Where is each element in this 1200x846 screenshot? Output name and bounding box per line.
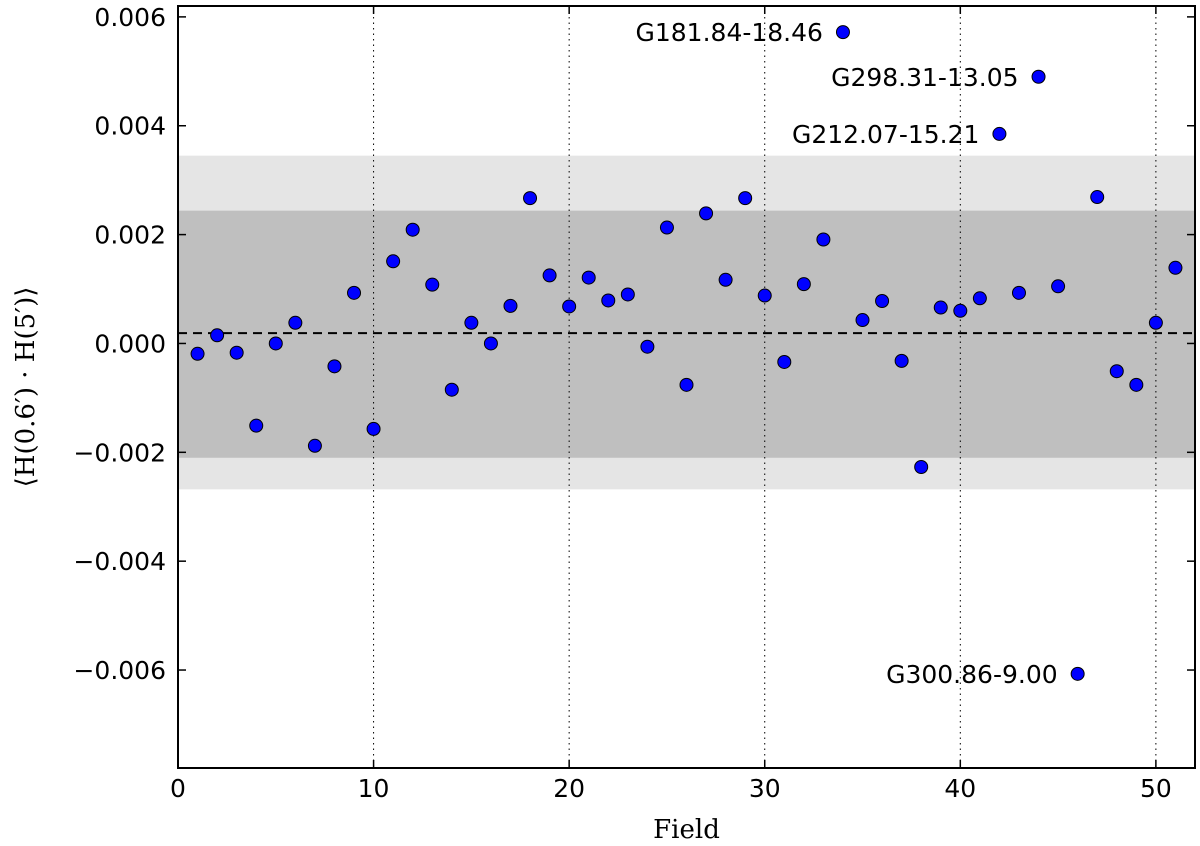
data-point <box>816 232 831 247</box>
data-point <box>503 298 518 313</box>
data-point <box>601 293 616 308</box>
annotation-label: G212.07-15.21 <box>792 120 979 149</box>
x-tick-label: 50 <box>1140 774 1172 803</box>
x-tick-label: 40 <box>944 774 976 803</box>
data-point <box>757 288 772 303</box>
annotation-label: G298.31-13.05 <box>831 63 1018 92</box>
y-axis-label: ⟨H(0.6′) · H(5′)⟩ <box>11 287 41 488</box>
data-point <box>1109 364 1124 379</box>
point-annotations: G181.84-18.46 G298.31-13.05 G212.07-15.21 G… <box>636 18 1058 689</box>
inner-band <box>178 210 1195 458</box>
data-point <box>288 315 303 330</box>
data-point <box>366 421 381 436</box>
data-point <box>190 346 205 361</box>
data-point <box>1090 190 1105 205</box>
data-point <box>933 300 948 315</box>
y-tick-label: −0.002 <box>73 438 166 467</box>
data-point <box>679 377 694 392</box>
plot-frame <box>177 5 1196 769</box>
data-point <box>738 191 753 206</box>
data-point <box>1129 377 1144 392</box>
annotation-label: G181.84-18.46 <box>636 18 823 47</box>
data-point <box>894 353 909 368</box>
data-point <box>1011 285 1026 300</box>
y-tick-label: −0.006 <box>73 656 166 685</box>
x-axis-ticks: 0 10 20 30 40 50 <box>170 6 1172 803</box>
data-point <box>718 272 733 287</box>
data-point <box>640 339 655 354</box>
vertical-gridlines <box>373 6 1157 768</box>
data-point <box>777 354 792 369</box>
y-tick-label: 0.002 <box>94 221 166 250</box>
data-point <box>425 277 440 292</box>
data-point <box>699 206 714 221</box>
data-point <box>386 254 401 269</box>
y-tick-label: 0.004 <box>94 112 166 141</box>
x-tick-label: 30 <box>749 774 781 803</box>
data-point <box>268 336 283 351</box>
x-tick-label: 10 <box>358 774 390 803</box>
data-point <box>1070 666 1085 681</box>
x-tick-label: 20 <box>553 774 585 803</box>
data-point <box>972 291 987 306</box>
data-points <box>190 25 1183 681</box>
data-point <box>249 418 264 433</box>
data-point <box>620 287 635 302</box>
data-point <box>523 191 538 206</box>
data-point <box>405 222 420 237</box>
data-point <box>210 328 225 343</box>
annotation-label: G300.86-9.00 <box>886 660 1058 689</box>
data-point <box>307 438 322 453</box>
data-point <box>542 268 557 283</box>
confidence-bands <box>178 155 1195 490</box>
data-point <box>855 313 870 328</box>
data-point <box>1051 279 1066 294</box>
y-tick-label: 0.006 <box>94 3 166 32</box>
data-point <box>1148 315 1163 330</box>
y-tick-label: −0.004 <box>73 547 166 576</box>
data-point <box>659 220 674 235</box>
data-point <box>229 345 244 360</box>
x-axis-label: Field <box>653 815 720 845</box>
data-point <box>581 270 596 285</box>
data-point <box>483 336 498 351</box>
data-point <box>444 382 459 397</box>
data-point <box>953 303 968 318</box>
y-axis-ticks: −0.006 −0.004 −0.002 0.000 0.002 0.004 0.006 <box>73 3 1195 685</box>
data-point <box>1031 69 1046 84</box>
data-point <box>875 294 890 309</box>
y-tick-label: 0.000 <box>94 329 166 358</box>
data-point <box>347 285 362 300</box>
data-point <box>327 359 342 374</box>
data-point <box>1168 260 1183 275</box>
data-point <box>464 315 479 330</box>
data-point <box>992 126 1007 141</box>
x-tick-label: 0 <box>170 774 186 803</box>
data-point <box>562 299 577 314</box>
data-point <box>796 277 811 292</box>
data-point <box>914 460 929 475</box>
data-point <box>835 25 850 40</box>
